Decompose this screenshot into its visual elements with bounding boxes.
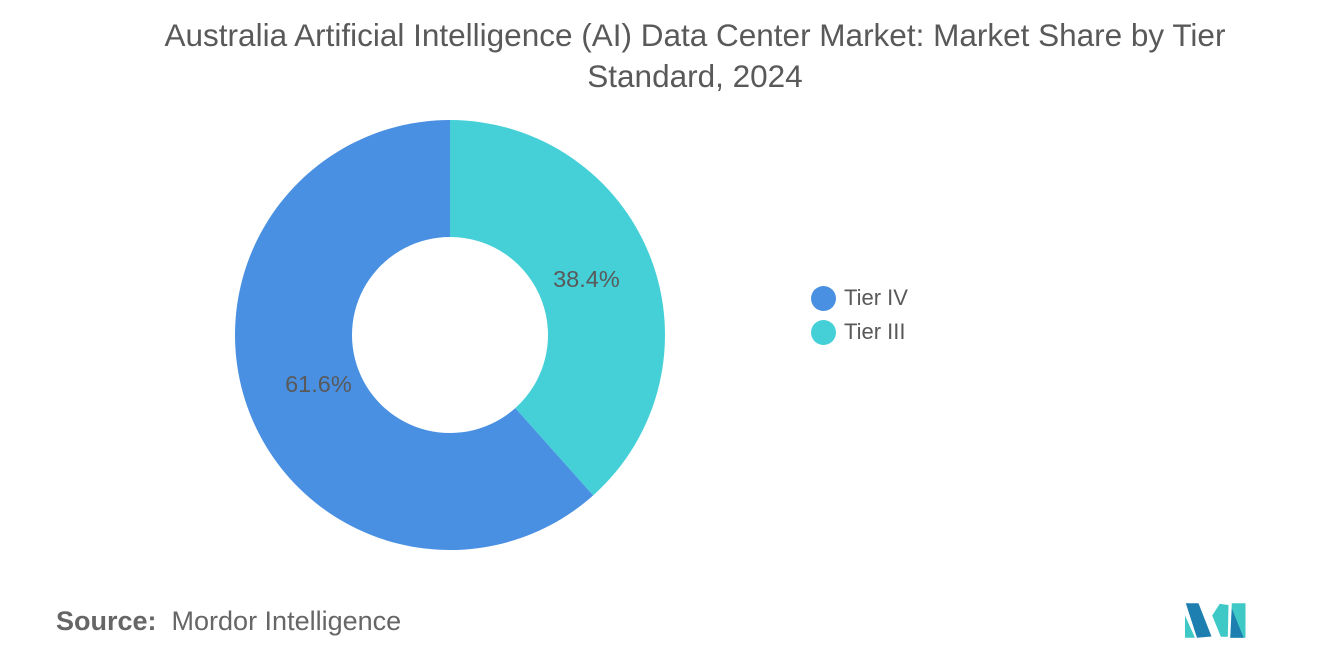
svg-text:38.4%: 38.4% [553, 266, 620, 292]
svg-text:61.6%: 61.6% [285, 371, 352, 397]
